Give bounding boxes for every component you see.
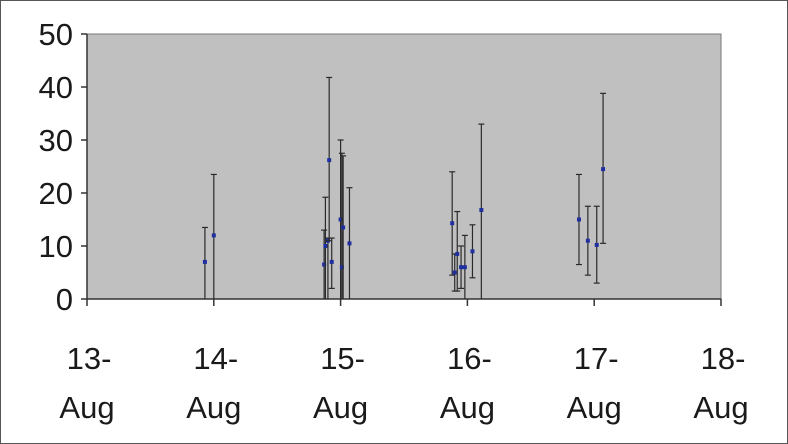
data-point xyxy=(211,233,216,238)
axes-group xyxy=(81,33,722,306)
y-tick-label: 50 xyxy=(39,17,73,52)
data-point xyxy=(455,251,460,256)
data-point xyxy=(452,270,457,275)
data-point xyxy=(339,265,344,270)
y-tick-label: 30 xyxy=(39,123,73,158)
data-point xyxy=(327,158,332,163)
x-tick-label-day: 16- xyxy=(447,341,492,376)
x-tick-label-month: Aug xyxy=(567,390,622,425)
data-point xyxy=(347,241,352,246)
data-point xyxy=(341,225,346,230)
data-point xyxy=(576,217,581,222)
y-tick-label: 40 xyxy=(39,70,73,105)
x-tick-label-day: 17- xyxy=(574,341,619,376)
x-tick-label-month: Aug xyxy=(693,390,748,425)
data-point xyxy=(323,244,328,248)
plot-area xyxy=(86,33,722,300)
data-point xyxy=(202,259,207,264)
x-tick-label-month: Aug xyxy=(59,390,114,425)
x-tick-label-month: Aug xyxy=(186,390,241,425)
data-point xyxy=(585,238,590,243)
y-tick-label: 10 xyxy=(39,229,73,264)
y-tick-label: 20 xyxy=(39,176,73,211)
x-tick-label-day: 14- xyxy=(193,341,238,376)
data-point xyxy=(459,265,464,270)
data-point xyxy=(338,217,343,222)
data-point xyxy=(470,249,475,254)
x-tick-label-day: 15- xyxy=(320,341,365,376)
data-point xyxy=(450,221,455,226)
plot-area-group xyxy=(86,33,722,300)
data-point xyxy=(601,167,606,172)
data-point xyxy=(479,207,484,212)
y-tick-label: 0 xyxy=(56,282,73,317)
x-tick-label-month: Aug xyxy=(440,390,495,425)
data-marks-group xyxy=(201,76,607,299)
x-tick-label-day: 18- xyxy=(701,341,746,376)
data-point xyxy=(322,262,327,267)
data-point xyxy=(462,265,467,270)
data-point xyxy=(594,242,599,247)
x-tick-label-month: Aug xyxy=(313,390,368,425)
data-point xyxy=(329,259,334,264)
tick-labels-group: 0 10 20 30 40 50 13- Aug 14- Aug 15- Aug 16- Aug 17- Au… xyxy=(39,17,749,425)
x-tick-label-day: 13- xyxy=(67,341,112,376)
